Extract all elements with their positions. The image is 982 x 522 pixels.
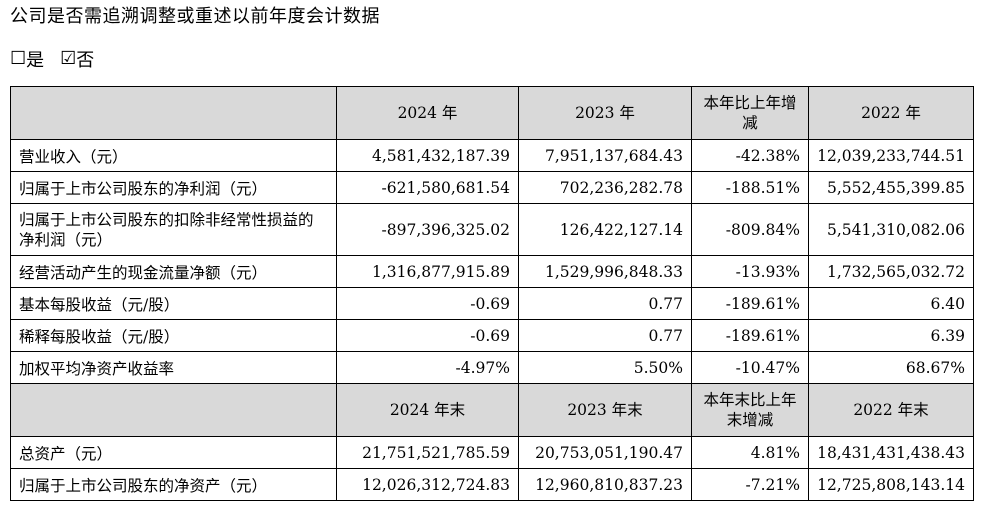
value-2022: 12,725,808,143.14	[808, 468, 974, 501]
value-change: -7.21%	[691, 468, 809, 501]
value-2024: -621,580,681.54	[336, 171, 519, 204]
header-cell: 2023 年末	[518, 383, 692, 437]
option-no-label: 否	[76, 50, 95, 71]
header-cell	[10, 86, 337, 140]
header-cell: 2024 年末	[336, 383, 519, 437]
header-cell: 2022 年末	[808, 383, 974, 437]
table-row: 总资产（元） 21,751,521,785.59 20,753,051,190.…	[10, 436, 974, 469]
value-change: -188.51%	[691, 171, 809, 204]
row-label: 营业收入（元）	[10, 139, 337, 172]
value-2024: -4.97%	[336, 351, 519, 384]
option-yes[interactable]: ☐ 是	[10, 46, 44, 72]
table-row: 归属于上市公司股东的扣除非经常性损益的净利润（元） -897,396,325.0…	[10, 203, 974, 256]
value-2023: 0.77	[518, 319, 692, 352]
value-change: -809.84%	[691, 203, 809, 256]
table-header-row: 2024 年 2023 年 本年比上年增减 2022 年	[10, 86, 974, 140]
table-row: 营业收入（元） 4,581,432,187.39 7,951,137,684.4…	[10, 139, 974, 172]
table-header-row: 2024 年末 2023 年末 本年末比上年末增减 2022 年末	[10, 383, 974, 437]
row-label: 基本每股收益（元/股）	[10, 287, 337, 320]
value-change: -189.61%	[691, 287, 809, 320]
restatement-options: ☐ 是 ☑ 否	[10, 46, 94, 72]
value-2023: 7,951,137,684.43	[518, 139, 692, 172]
header-cell: 本年比上年增减	[691, 86, 809, 140]
row-label: 归属于上市公司股东的净利润（元）	[10, 171, 337, 204]
table-row: 稀释每股收益（元/股） -0.69 0.77 -189.61% 6.39	[10, 319, 974, 352]
value-2022: 6.39	[808, 319, 974, 352]
table-row: 基本每股收益（元/股） -0.69 0.77 -189.61% 6.40	[10, 287, 974, 320]
value-2024: -897,396,325.02	[336, 203, 519, 256]
header-cell	[10, 383, 337, 437]
value-2023: 702,236,282.78	[518, 171, 692, 204]
value-change: 4.81%	[691, 436, 809, 469]
option-no[interactable]: ☑ 否	[60, 46, 94, 72]
table-row: 经营活动产生的现金流量净额（元） 1,316,877,915.89 1,529,…	[10, 255, 974, 288]
value-2022: 18,431,431,438.43	[808, 436, 974, 469]
unchecked-box-icon[interactable]: ☐	[10, 48, 27, 69]
value-2024: -0.69	[336, 319, 519, 352]
row-label: 加权平均净资产收益率	[10, 351, 337, 384]
value-2022: 1,732,565,032.72	[808, 255, 974, 288]
header-cell: 2022 年	[808, 86, 974, 140]
value-change: -189.61%	[691, 319, 809, 352]
value-change: -42.38%	[691, 139, 809, 172]
table-row: 归属于上市公司股东的净资产（元） 12,026,312,724.83 12,96…	[10, 468, 974, 501]
value-2023: 20,753,051,190.47	[518, 436, 692, 469]
value-2024: 1,316,877,915.89	[336, 255, 519, 288]
value-2024: 12,026,312,724.83	[336, 468, 519, 501]
value-2023: 126,422,127.14	[518, 203, 692, 256]
table-row: 归属于上市公司股东的净利润（元） -621,580,681.54 702,236…	[10, 171, 974, 204]
value-2022: 6.40	[808, 287, 974, 320]
value-change: -10.47%	[691, 351, 809, 384]
row-label: 稀释每股收益（元/股）	[10, 319, 337, 352]
value-2023: 5.50%	[518, 351, 692, 384]
header-cell: 本年末比上年末增减	[691, 383, 809, 437]
row-label: 经营活动产生的现金流量净额（元）	[10, 255, 337, 288]
checked-box-icon[interactable]: ☑	[60, 48, 77, 69]
value-2022: 12,039,233,744.51	[808, 139, 974, 172]
section-title: 公司是否需追溯调整或重述以前年度会计数据	[10, 6, 380, 27]
value-2023: 1,529,996,848.33	[518, 255, 692, 288]
value-2022: 5,541,310,082.06	[808, 203, 974, 256]
value-change: -13.93%	[691, 255, 809, 288]
key-financial-data-table: 2024 年 2023 年 本年比上年增减 2022 年 营业收入（元） 4,5…	[10, 86, 974, 501]
row-label: 归属于上市公司股东的扣除非经常性损益的净利润（元）	[10, 203, 337, 256]
value-2022: 68.67%	[808, 351, 974, 384]
value-2023: 0.77	[518, 287, 692, 320]
value-2023: 12,960,810,837.23	[518, 468, 692, 501]
header-cell: 2024 年	[336, 86, 519, 140]
row-label: 归属于上市公司股东的净资产（元）	[10, 468, 337, 501]
option-yes-label: 是	[26, 50, 45, 71]
value-2024: -0.69	[336, 287, 519, 320]
value-2024: 21,751,521,785.59	[336, 436, 519, 469]
header-cell: 2023 年	[518, 86, 692, 140]
value-2022: 5,552,455,399.85	[808, 171, 974, 204]
table-row: 加权平均净资产收益率 -4.97% 5.50% -10.47% 68.67%	[10, 351, 974, 384]
row-label: 总资产（元）	[10, 436, 337, 469]
value-2024: 4,581,432,187.39	[336, 139, 519, 172]
